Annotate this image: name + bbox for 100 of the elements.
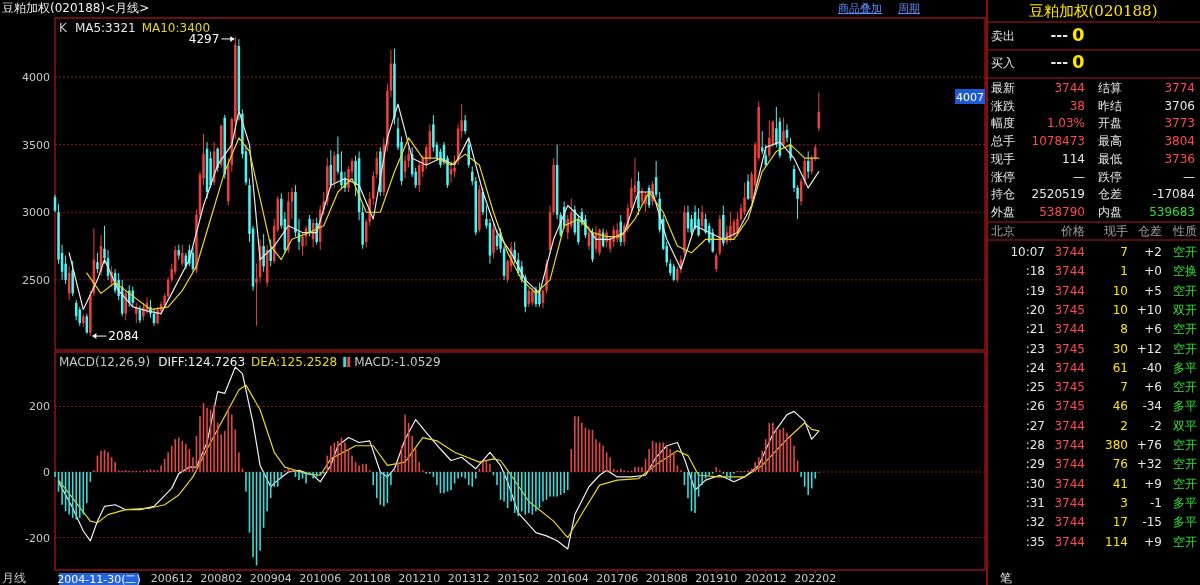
text: 昨结 [1098, 98, 1122, 113]
line-series [68, 103, 820, 315]
x-tick-label: 201706 [596, 572, 639, 585]
x-tick-label: 201312 [447, 572, 490, 585]
text: +10 [1136, 302, 1162, 317]
text: 空换 [1173, 264, 1197, 279]
x-tick-label: 201006 [299, 572, 342, 585]
candlestick [768, 119, 771, 159]
text: -15 [1142, 515, 1162, 530]
text: 双开 [1173, 302, 1197, 317]
text: 380 [1105, 438, 1128, 452]
text: 0 [1072, 24, 1085, 45]
candlestick [269, 238, 272, 267]
text: 3744 [1054, 322, 1085, 337]
x-tick-label: 201502 [497, 572, 540, 585]
text: 性质 [1172, 224, 1197, 238]
x-tick-label: 201604 [546, 572, 589, 585]
text: :24 [1025, 360, 1045, 375]
text: 3744 [1054, 245, 1085, 259]
text: :28 [1025, 438, 1045, 452]
y-tick-label: 0 [43, 465, 50, 479]
x-tick-label: 200612 [150, 572, 193, 585]
text: 0 [1072, 51, 1085, 72]
candlestick [782, 117, 785, 148]
candlestick [764, 144, 768, 167]
text: 内盘 [1098, 204, 1122, 219]
text: 3 [1120, 495, 1128, 510]
x-tick-label: 202012 [744, 572, 787, 585]
y-tick-label: 3500 [22, 138, 50, 152]
text: 3744 [1054, 476, 1085, 491]
text: 跌停 [1098, 169, 1122, 184]
text: 3745 [1054, 380, 1085, 395]
candlestick [262, 233, 265, 273]
text: 3744 [1054, 495, 1085, 510]
series-label: DEA:125.2528 [251, 355, 338, 369]
text: — [1073, 169, 1085, 184]
text: 仓差 [1098, 187, 1122, 202]
text: — [1183, 169, 1195, 184]
candlestick [729, 211, 732, 243]
text: +9 [1144, 534, 1162, 549]
legend-label: MACD:-1.0529 [354, 355, 441, 369]
y-tick-label: 2500 [22, 273, 50, 287]
text: 3745 [1054, 341, 1085, 356]
legend-title: K [59, 21, 68, 35]
x-tick-label: 200904 [249, 572, 292, 585]
text: 3736 [1164, 151, 1195, 166]
text: 1.03% [1046, 116, 1085, 131]
text: 仓差 [1138, 224, 1162, 238]
text: 8 [1120, 322, 1128, 337]
candlestick [538, 282, 541, 308]
text: 3745 [1054, 399, 1085, 414]
text: 最低 [1098, 151, 1122, 166]
text: 3744 [1054, 81, 1085, 95]
text: 538790 [1039, 204, 1085, 219]
text: 北京 [991, 224, 1015, 238]
text: 7 [1120, 245, 1128, 259]
text: :20 [1025, 302, 1045, 317]
y-tick-label: 200 [29, 400, 50, 414]
text: 10 [1112, 302, 1128, 317]
legend-title: MACD(12,26,9) [59, 355, 151, 369]
text: 61 [1112, 360, 1128, 375]
text: MA5:3321 [74, 21, 136, 35]
text: :25 [1025, 380, 1045, 395]
text: 30 [1112, 341, 1128, 356]
text: :32 [1025, 515, 1045, 530]
text: 3744 [1054, 360, 1085, 375]
x-axis-title: 月线 [2, 571, 26, 585]
text: 买入 [991, 56, 1015, 70]
candlestick [714, 252, 718, 273]
text: 3773 [1164, 116, 1195, 131]
text: 现手 [991, 151, 1015, 166]
text: 多平 [1173, 399, 1197, 414]
text: 空开 [1173, 534, 1197, 549]
text: 空开 [1173, 457, 1197, 472]
text: 46 [1112, 399, 1128, 414]
text: 3744 [1054, 438, 1085, 452]
text: :29 [1025, 457, 1045, 472]
text: 笔 [1000, 571, 1012, 585]
annotation: 2084 [108, 329, 139, 344]
text: 多平 [1173, 360, 1197, 375]
candlestick [566, 214, 570, 240]
text: 幅度 [991, 116, 1015, 131]
text: 空开 [1173, 245, 1197, 259]
candlestick [467, 138, 470, 169]
text: :23 [1025, 341, 1045, 356]
text: 周期 [898, 2, 920, 15]
text: 114 [1062, 151, 1085, 166]
text: 空开 [1173, 322, 1197, 337]
text: :19 [1025, 283, 1045, 298]
text: 空开 [1173, 438, 1197, 452]
text: 持仓 [991, 187, 1015, 202]
candlestick [135, 302, 138, 324]
text: 开盘 [1098, 116, 1122, 131]
text: +0 [1144, 264, 1162, 279]
text: 3744 [1054, 534, 1085, 549]
text: -34 [1142, 399, 1162, 414]
annotation: 4007 [956, 91, 984, 104]
x-tick-label: 201808 [645, 572, 688, 585]
text: :27 [1025, 418, 1045, 433]
x-tick-label: 202202 [794, 572, 837, 585]
